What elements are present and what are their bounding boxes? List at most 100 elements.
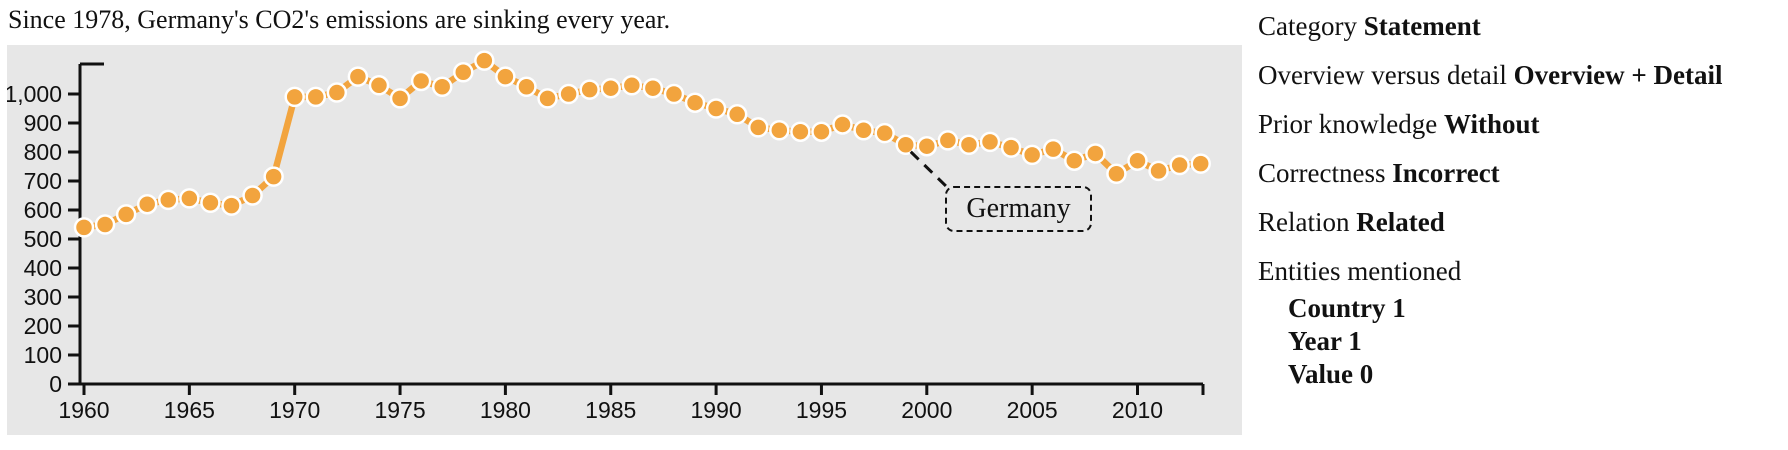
metadata-value: Related (1356, 207, 1445, 237)
data-point (684, 92, 706, 113)
entity-item-country: Country 1 (1288, 293, 1406, 323)
x-tick-label: 1965 (164, 397, 215, 423)
data-point (769, 120, 790, 141)
data-point (1148, 160, 1169, 182)
data-point (221, 195, 242, 216)
metadata-value: Without (1443, 109, 1540, 139)
y-tick-label: 500 (24, 226, 62, 252)
data-point (937, 130, 959, 151)
chart-plot-area: 0 100 200 300 400 500 600 700 800 900 1,000 1960 196… (7, 45, 1242, 435)
data-point (579, 79, 600, 100)
data-point (916, 135, 938, 157)
data-point (537, 88, 558, 109)
metadata-row-relation: Relation Related (1258, 206, 1783, 239)
data-point (1085, 143, 1106, 164)
data-point (747, 117, 769, 138)
data-point (347, 66, 369, 87)
x-tick-label: 1980 (480, 397, 531, 423)
data-point (136, 193, 158, 215)
data-point (874, 122, 895, 144)
data-point (958, 134, 980, 155)
metadata-label: Relation (1258, 207, 1350, 237)
data-point (326, 82, 348, 103)
metadata-label: Prior knowledge (1258, 109, 1438, 139)
data-point (453, 62, 474, 83)
data-point (600, 77, 621, 99)
metadata-label: Entities mentioned (1258, 256, 1462, 286)
x-tick-label: 2000 (901, 397, 952, 423)
metadata-row-prior-knowledge: Prior knowledge Without (1258, 108, 1783, 141)
data-point (73, 217, 95, 238)
data-point (558, 83, 579, 105)
data-point (368, 75, 390, 96)
data-point (895, 134, 916, 155)
y-tick-label: 800 (24, 139, 62, 165)
x-tick-label: 1990 (691, 397, 742, 423)
data-point (389, 88, 411, 109)
data-point (263, 166, 284, 187)
data-point (1106, 163, 1127, 184)
metadata-value: Overview + Detail (1513, 60, 1723, 90)
data-point (1190, 153, 1211, 174)
line-chart: 0 100 200 300 400 500 600 700 800 900 1,000 1960 196… (7, 50, 1211, 423)
metadata-row-entities: Entities mentioned (1258, 255, 1783, 288)
y-tick-label: 600 (24, 197, 62, 223)
y-tick-label: 1,000 (7, 81, 62, 107)
data-point (158, 189, 179, 211)
x-tick-label: 1970 (269, 397, 320, 423)
data-point (516, 76, 537, 97)
data-point (663, 83, 685, 105)
data-point (431, 76, 453, 97)
x-tick-label: 1975 (374, 397, 425, 423)
y-tick-label: 200 (24, 313, 62, 339)
data-point (410, 70, 432, 92)
data-point (979, 131, 1001, 153)
data-point (305, 86, 327, 108)
data-point (179, 188, 200, 209)
data-point (474, 50, 495, 71)
y-tick-label: 700 (24, 168, 62, 194)
data-point (1042, 138, 1064, 160)
data-point (1169, 154, 1190, 176)
data-point (621, 75, 643, 96)
x-tick-label: 1995 (796, 397, 847, 423)
y-tick-label: 0 (49, 371, 62, 397)
x-tick-label: 1985 (585, 397, 636, 423)
data-point (642, 77, 664, 99)
data-point (200, 192, 221, 213)
data-point (1021, 144, 1043, 166)
data-point (726, 104, 748, 125)
metadata-label: Overview versus detail (1258, 60, 1507, 90)
data-point (832, 114, 853, 135)
data-point (705, 98, 727, 119)
data-point (115, 204, 137, 225)
callout-leader-line (909, 150, 950, 190)
metadata-value: Statement (1363, 11, 1481, 41)
data-point (1127, 150, 1148, 171)
data-point (790, 121, 811, 142)
y-tick-label: 100 (24, 342, 62, 368)
x-tick-label: 1960 (58, 397, 109, 423)
data-point (495, 66, 516, 87)
y-tick-label: 400 (24, 255, 62, 281)
metadata-panel: Category Statement Overview versus detai… (1258, 0, 1783, 391)
metadata-row-category: Category Statement (1258, 10, 1783, 43)
metadata-label: Category (1258, 11, 1357, 41)
metadata-row-correctness: Correctness Incorrect (1258, 157, 1783, 190)
series-callout-label: Germany (945, 186, 1092, 232)
data-point (94, 214, 116, 235)
x-tick-label: 2010 (1112, 397, 1163, 423)
metadata-row-overview: Overview versus detail Overview + Detail (1258, 59, 1783, 92)
data-point (853, 120, 874, 141)
y-tick-label: 300 (24, 284, 62, 310)
data-point (1064, 150, 1085, 171)
data-point (242, 185, 263, 206)
y-tick-label: 900 (24, 110, 62, 136)
x-tick-label: 2005 (1007, 397, 1058, 423)
entity-item-year: Year 1 (1288, 326, 1362, 356)
metadata-label: Correctness (1258, 158, 1386, 188)
chart-caption: Since 1978, Germany's CO2's emissions ar… (8, 5, 671, 34)
data-point (1000, 137, 1022, 158)
data-point (811, 121, 832, 142)
entity-item-value: Value 0 (1288, 359, 1374, 389)
